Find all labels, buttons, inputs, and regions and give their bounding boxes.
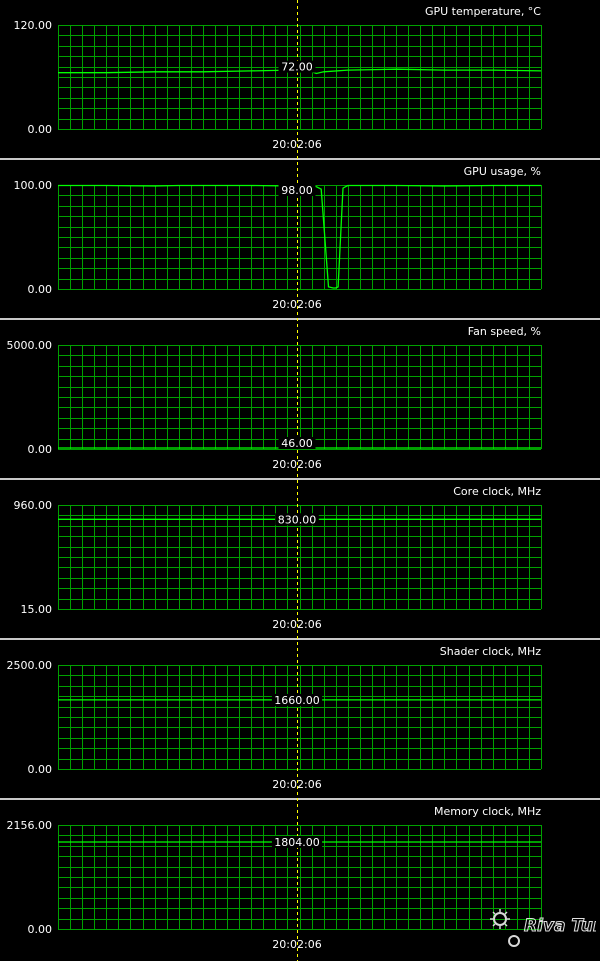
- rivatuner-logo: Riva Tuner: [490, 909, 596, 947]
- panel-separator: [0, 158, 600, 160]
- graph-title: Core clock, MHz: [453, 485, 541, 498]
- y-axis-min-label: 0.00: [28, 123, 53, 136]
- graph-title: GPU usage, %: [464, 165, 541, 178]
- y-axis-max-label: 120.00: [14, 19, 53, 32]
- y-axis-min-label: 0.00: [28, 283, 53, 296]
- cursor-time-label: 20:02:06: [272, 298, 321, 311]
- cursor-value-background: [271, 693, 323, 706]
- cursor-value-label: 830.00: [278, 513, 317, 526]
- grid: [58, 185, 542, 290]
- y-axis-min-label: 0.00: [28, 443, 53, 456]
- cursor-time-label: 20:02:06: [272, 938, 321, 951]
- graph-title: Fan speed, %: [468, 325, 541, 338]
- graph-panel: Core clock, MHz 960.00 15.00: [0, 478, 600, 616]
- cursor-value-label: 98.00: [281, 184, 313, 197]
- graph-panel: GPU usage, % 100.00 0.00: [0, 158, 600, 296]
- cursor-value-label: 72.00: [281, 61, 313, 74]
- y-axis-max-label: 100.00: [14, 179, 53, 192]
- cursor-value-background: [278, 60, 316, 73]
- grid: [58, 345, 542, 450]
- cursor-time-label: 20:02:06: [272, 458, 321, 471]
- grid: [58, 25, 542, 130]
- panel-separator: [0, 478, 600, 480]
- panel-separator: [0, 318, 600, 320]
- y-axis-max-label: 5000.00: [7, 339, 53, 352]
- y-axis-max-label: 2500.00: [7, 659, 53, 672]
- cursor-value-background: [275, 513, 319, 526]
- cursor-time-label: 20:02:06: [272, 778, 321, 791]
- graph-title: GPU temperature, °C: [425, 5, 541, 18]
- cursor-value-label: 46.00: [281, 437, 313, 450]
- graph-panel: Fan speed, % 5000.00 0.00: [0, 318, 600, 456]
- graph-panel: Shader clock, MHz 2500.00 0.00: [0, 638, 600, 776]
- grid: [58, 505, 542, 610]
- y-axis-min-label: 0.00: [28, 763, 53, 776]
- logo-text: Riva Tuner: [524, 916, 596, 936]
- y-axis-max-label: 2156.00: [7, 819, 53, 832]
- cursor-time-label: 20:02:06: [272, 138, 321, 151]
- cursor-value-background: [271, 835, 323, 848]
- cursor-value-label: 1804.00: [274, 836, 320, 849]
- graph-panel: GPU temperature, °C 120.00 0.00: [14, 5, 542, 136]
- y-axis-max-label: 960.00: [14, 499, 53, 512]
- y-axis-min-label: 15.00: [21, 603, 53, 616]
- cursor-value-label: 1660.00: [274, 694, 320, 707]
- grid: [58, 665, 542, 770]
- cursor-value-background: [278, 184, 316, 196]
- panel-separator: [0, 798, 600, 800]
- cursor-value-background: [278, 437, 316, 449]
- cursor-time-label: 20:02:06: [272, 618, 321, 631]
- panel-separator: [0, 638, 600, 640]
- graph-title: Memory clock, MHz: [434, 805, 541, 818]
- graph-title: Shader clock, MHz: [440, 645, 541, 658]
- graph-panel: Memory clock, MHz 2156.00 0.00: [0, 798, 600, 936]
- y-axis-min-label: 0.00: [28, 923, 53, 936]
- gear-icon: [490, 909, 520, 947]
- series-line: [58, 184, 541, 289]
